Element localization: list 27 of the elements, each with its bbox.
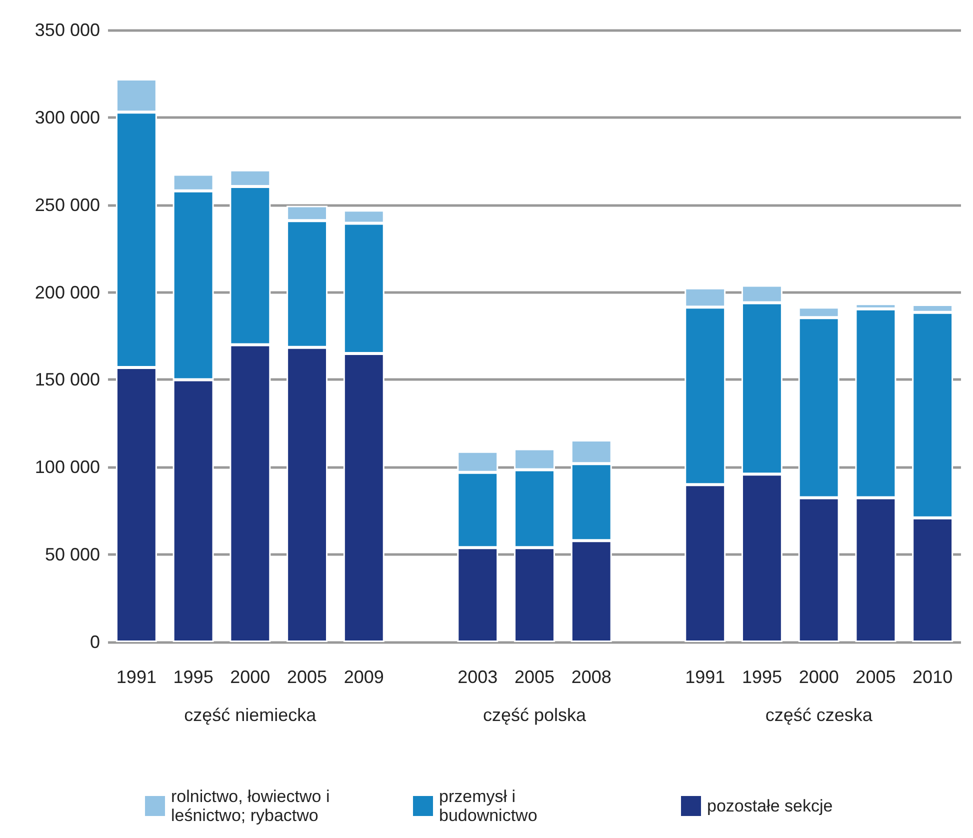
- y-tick-label: 250 000: [34, 194, 100, 215]
- x-tick-label: 2009: [344, 667, 384, 687]
- x-tick-label: 2005: [856, 667, 896, 687]
- x-tick-label: 2005: [287, 667, 328, 687]
- x-tick-label: 2005: [514, 667, 555, 687]
- x-tick-label: 1995: [742, 667, 782, 687]
- legend-label: przemysł i budownictwo: [439, 787, 538, 825]
- y-tick-label: 50 000: [44, 544, 100, 565]
- y-tick-label: 350 000: [34, 20, 100, 40]
- x-tick-label: 2000: [230, 667, 270, 687]
- x-tick-label: 2000: [798, 667, 839, 687]
- y-tick-label: 300 000: [34, 107, 100, 128]
- x-tick-label: 1995: [173, 667, 214, 687]
- text: część czeska: [765, 705, 874, 725]
- y-tick-label: 100 000: [34, 457, 100, 478]
- x-tick-label: 2003: [458, 667, 498, 687]
- x-tick-label: 2010: [912, 667, 953, 687]
- x-tick-label: 2008: [571, 667, 612, 687]
- legend-label: pozostałe sekcje: [707, 796, 833, 816]
- legend-label: rolnictwo, łowiectwo i leśnictwo; rybactwo: [171, 787, 334, 825]
- x-tick-label: 1991: [685, 667, 726, 687]
- x-tick-label: 1991: [116, 667, 156, 687]
- y-tick-label: 0: [90, 632, 100, 652]
- text: część polska: [482, 705, 588, 725]
- text: część niemiecka: [184, 705, 318, 725]
- y-tick-label: 150 000: [34, 370, 100, 390]
- y-tick-label: 200 000: [34, 282, 100, 302]
